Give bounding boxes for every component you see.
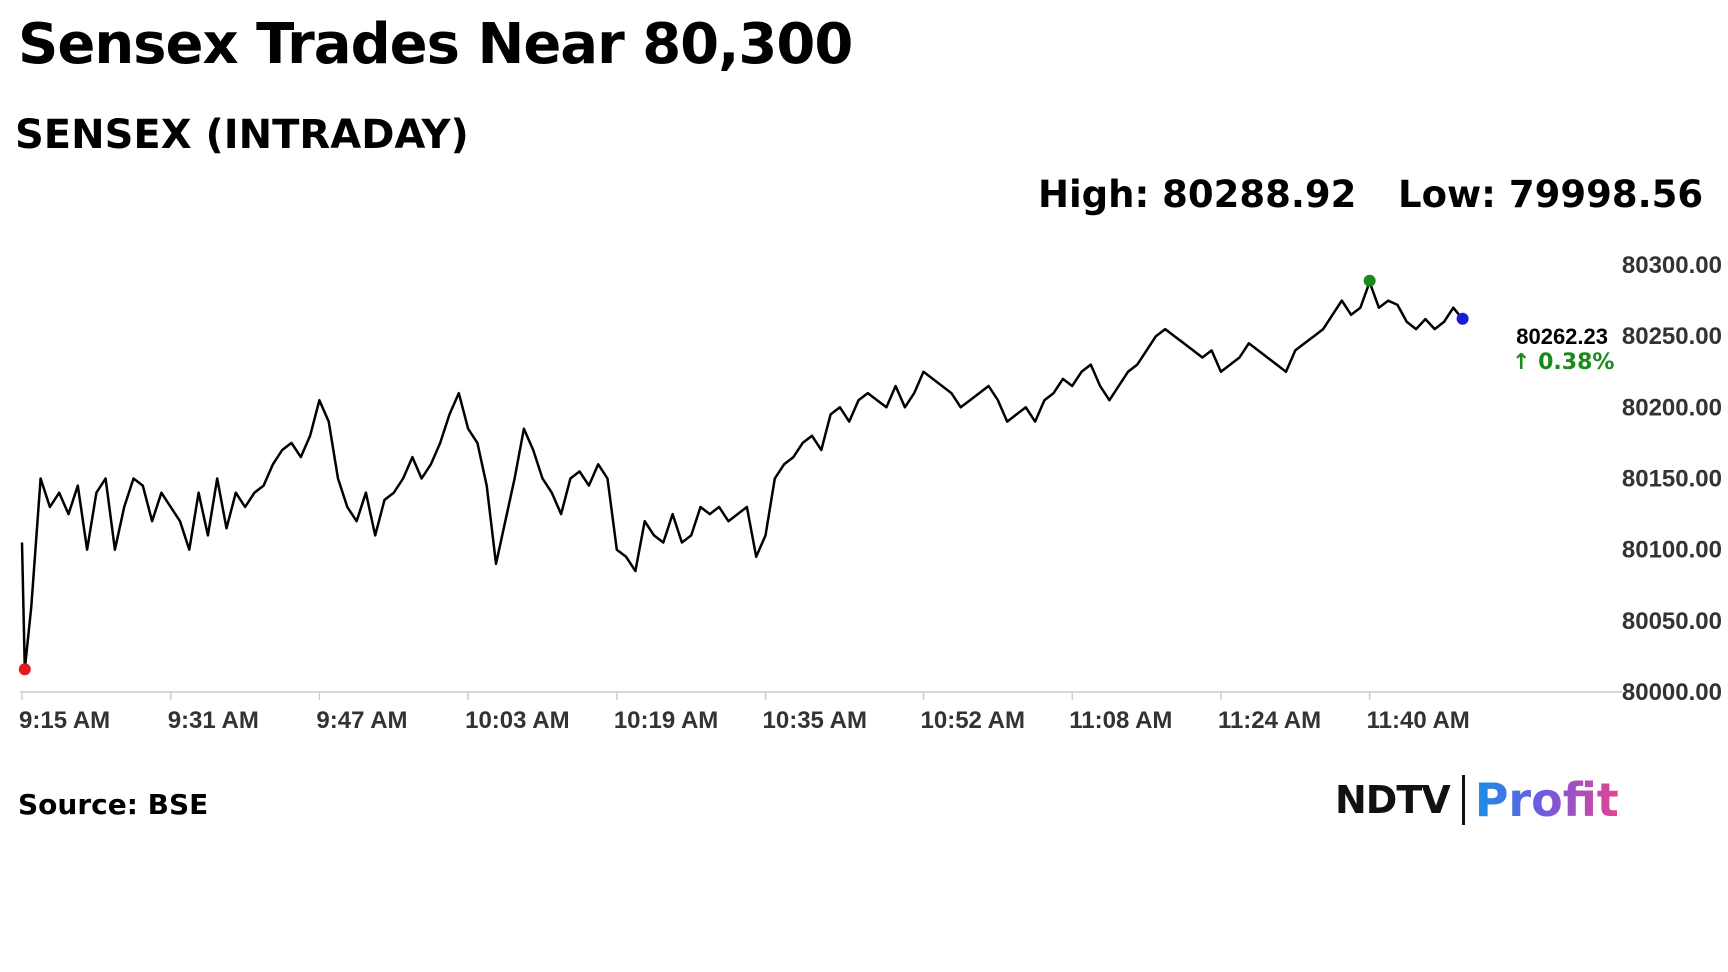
y-tick-label: 80150.00	[1622, 466, 1722, 493]
x-tick-label: 9:15 AM	[19, 707, 110, 734]
low-stat: Low: 79998.56	[1398, 173, 1704, 216]
ndtv-profit-logo: NDTV Profit	[1335, 770, 1619, 830]
x-tick-label: 11:40 AM	[1367, 707, 1470, 734]
last-value-label: 80262.23	[1516, 324, 1608, 349]
last-marker	[1456, 312, 1469, 325]
x-axis: 9:15 AM 9:31 AM 9:47 AM 10:03 AM 10:19 AM 10:…	[19, 691, 1622, 734]
logo-divider	[1461, 775, 1465, 825]
y-axis: 80300.00 80250.00 80200.00 80150.00 80100.00…	[1622, 252, 1722, 706]
change-label: ↑ 0.38%	[1512, 350, 1614, 375]
x-tick-label: 11:24 AM	[1218, 707, 1321, 734]
logo-ndtv-text: NDTV	[1335, 778, 1451, 822]
plot-area	[18, 274, 1469, 676]
source-note: Source: BSE	[18, 788, 209, 821]
y-tick-label: 80250.00	[1622, 323, 1722, 350]
annotations: 80262.23↑ 0.38%	[1512, 324, 1614, 375]
x-tick-label: 11:08 AM	[1069, 707, 1172, 734]
high-marker	[1363, 274, 1376, 287]
x-tick-label: 10:35 AM	[763, 707, 867, 734]
price-line	[20, 280, 1464, 671]
chart-subtitle: SENSEX (INTRADAY)	[15, 112, 469, 158]
y-tick-label: 80300.00	[1622, 252, 1722, 279]
x-tick-label: 10:19 AM	[614, 707, 718, 734]
y-tick-label: 80050.00	[1622, 608, 1722, 635]
x-tick-label: 10:03 AM	[465, 707, 569, 734]
logo-profit-text: Profit	[1474, 773, 1619, 827]
x-tick-label: 10:52 AM	[921, 707, 1025, 734]
headline: Sensex Trades Near 80,300	[18, 12, 853, 77]
y-tick-label: 80100.00	[1622, 537, 1722, 564]
low-marker	[18, 663, 31, 676]
y-tick-label: 80000.00	[1622, 679, 1722, 706]
x-tick-label: 9:47 AM	[316, 707, 407, 734]
x-tick-label: 9:31 AM	[168, 707, 259, 734]
y-tick-label: 80200.00	[1622, 394, 1722, 421]
high-stat: High: 80288.92	[1038, 173, 1357, 216]
